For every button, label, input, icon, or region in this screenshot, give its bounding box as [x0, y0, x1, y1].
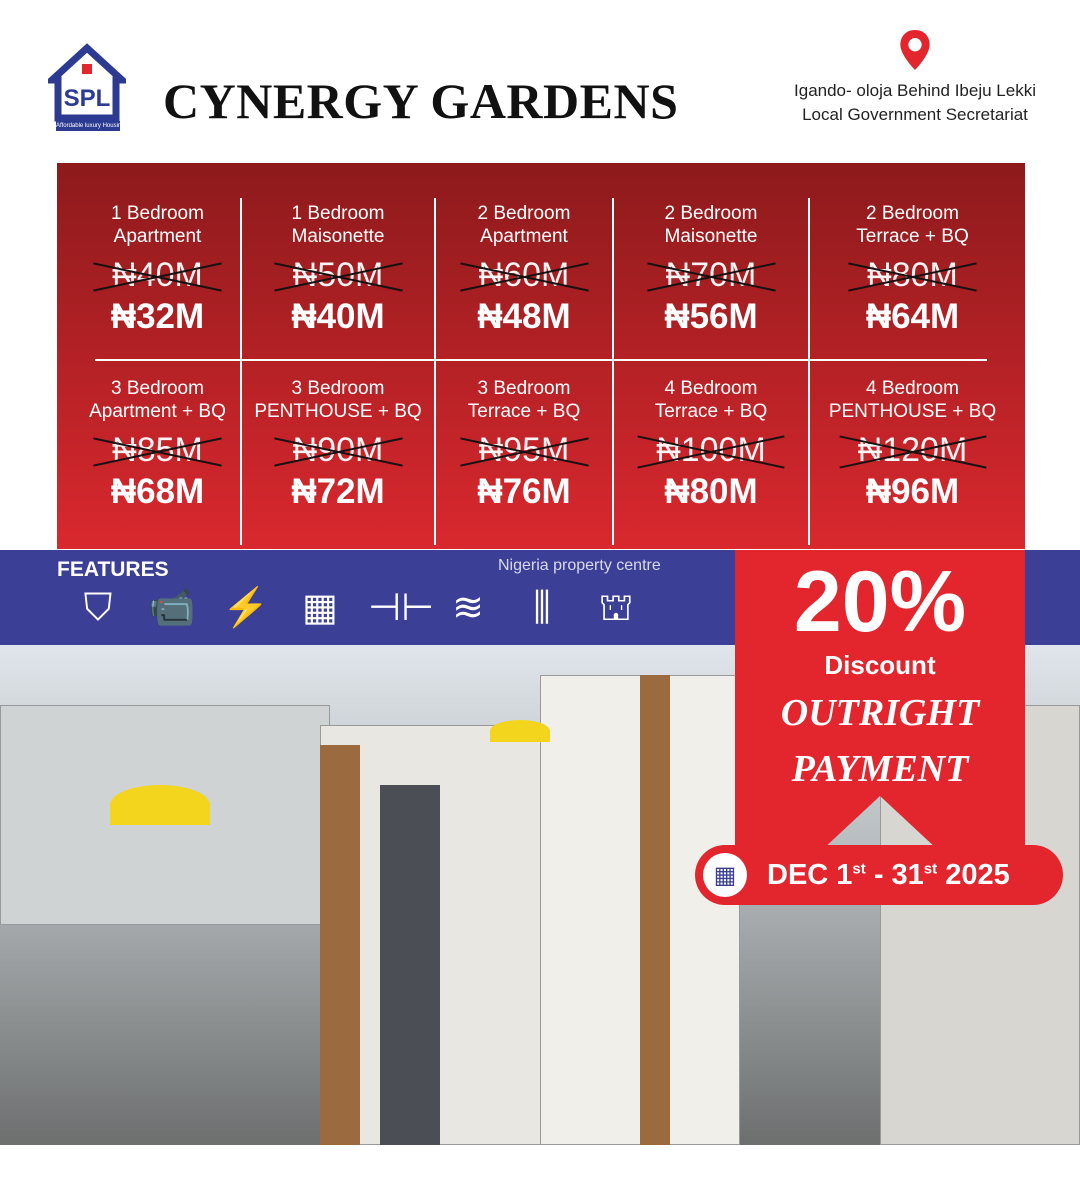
- old-price: ₦100M: [656, 431, 766, 469]
- new-price: ₦64M: [865, 297, 960, 336]
- unit-price-card: 3 Bedroom Apartment + BQ ₦85M ₦68M: [75, 363, 242, 545]
- unit-price-card: 2 Bedroom Apartment ₦60M ₦48M: [436, 198, 614, 363]
- spl-logo: SPL: [48, 43, 126, 122]
- old-price: ₦70M: [665, 256, 757, 294]
- unit-subtype: Terrace + BQ: [856, 226, 969, 247]
- outright-label: OUTRIGHT: [780, 692, 980, 734]
- old-price: ₦40M: [112, 256, 203, 294]
- old-price: ₦85M: [112, 431, 203, 469]
- discount-label: Discount: [824, 650, 936, 680]
- electricity-icon: ⚡: [222, 587, 270, 629]
- old-price: ₦80M: [867, 256, 958, 294]
- old-price: ₦90M: [292, 431, 384, 469]
- unit-type: 1 Bedroom: [291, 203, 385, 224]
- unit-subtype: Apartment: [480, 226, 568, 247]
- old-price: ₦60M: [478, 256, 570, 294]
- page-title: CYNERGY GARDENS: [163, 73, 679, 129]
- features-label: FEATURES: [57, 558, 169, 581]
- new-price: ₦72M: [291, 472, 385, 511]
- kitchen-icon: ▦: [302, 587, 338, 629]
- calendar-icon: ▦: [703, 853, 747, 897]
- divider: [95, 359, 987, 361]
- security-shield-icon: ⛉: [83, 587, 113, 629]
- logo-tagline: Affordable luxury Housing!: [56, 121, 120, 131]
- new-price: ₦80M: [664, 472, 758, 511]
- svg-text:SPL: SPL: [64, 85, 111, 112]
- new-price: ₦32M: [110, 297, 205, 336]
- cctv-camera-icon: 📹: [148, 587, 196, 629]
- new-price: ₦40M: [291, 297, 385, 336]
- swimming-pool-icon: ≋: [452, 587, 484, 629]
- playground-icon: ⛫: [598, 587, 634, 629]
- location-line-1: Igando- oloja Behind Ibeju Lekki: [794, 81, 1036, 100]
- unit-price-card: 3 Bedroom PENTHOUSE + BQ ₦90M ₦72M: [242, 363, 436, 545]
- unit-type: 2 Bedroom: [664, 203, 758, 224]
- unit-subtype: Terrace + BQ: [467, 401, 581, 422]
- unit-subtype: Maisonette: [664, 226, 758, 247]
- unit-price-card: 2 Bedroom Maisonette ₦70M ₦56M: [614, 198, 810, 363]
- unit-type: 1 Bedroom: [111, 203, 204, 224]
- location-line-2: Local Government Secretariat: [802, 105, 1028, 124]
- map-pin-icon: [900, 30, 930, 70]
- umbrella: [110, 785, 210, 825]
- date-range-badge: ▦ DEC 1st - 31st 2025: [695, 845, 1063, 905]
- old-price: ₦50M: [292, 256, 384, 294]
- unit-subtype: Terrace + BQ: [654, 401, 768, 422]
- gym-dumbbell-icon: ⊣⊢: [368, 587, 435, 629]
- unit-type: 4 Bedroom: [866, 378, 959, 399]
- unit-price-card: 2 Bedroom Terrace + BQ ₦80M ₦64M: [810, 198, 1015, 363]
- old-price: ₦95M: [478, 431, 570, 469]
- unit-subtype: PENTHOUSE + BQ: [828, 401, 997, 422]
- unit-subtype: Apartment: [113, 226, 202, 247]
- unit-price-card: 4 Bedroom PENTHOUSE + BQ ₦120M ₦96M: [810, 363, 1015, 545]
- unit-type: 3 Bedroom: [111, 378, 204, 399]
- unit-price-card: 3 Bedroom Terrace + BQ ₦95M ₦76M: [436, 363, 614, 545]
- fence-icon: ⫼: [533, 587, 551, 629]
- unit-subtype: PENTHOUSE + BQ: [254, 401, 422, 422]
- unit-subtype: Maisonette: [291, 226, 385, 247]
- new-price: ₦76M: [477, 472, 571, 511]
- new-price: ₦56M: [664, 297, 758, 336]
- new-price: ₦68M: [110, 472, 205, 511]
- unit-price-card: 4 Bedroom Terrace + BQ ₦100M ₦80M: [614, 363, 810, 545]
- unit-type: 2 Bedroom: [866, 203, 959, 224]
- watermark: Nigeria property centre: [498, 557, 661, 574]
- unit-type: 3 Bedroom: [291, 378, 385, 399]
- discount-percent: 20%: [793, 554, 967, 650]
- price-panel: 1 Bedroom Apartment ₦40M ₦32M 1 Bedroom M…: [57, 163, 1025, 549]
- payment-label: PAYMENT: [791, 748, 969, 790]
- unit-type: 2 Bedroom: [477, 203, 571, 224]
- unit-subtype: Apartment + BQ: [89, 401, 226, 422]
- date-range: DEC 1st - 31st 2025: [767, 858, 1010, 891]
- unit-price-card: 1 Bedroom Apartment ₦40M ₦32M: [75, 198, 242, 363]
- new-price: ₦96M: [865, 472, 960, 511]
- unit-type: 3 Bedroom: [477, 378, 571, 399]
- unit-type: 4 Bedroom: [664, 378, 758, 399]
- new-price: ₦48M: [477, 297, 571, 336]
- location: Igando- oloja Behind Ibeju Lekki Local G…: [770, 30, 1060, 127]
- old-price: ₦120M: [857, 431, 968, 469]
- unit-price-card: 1 Bedroom Maisonette ₦50M ₦40M: [242, 198, 436, 363]
